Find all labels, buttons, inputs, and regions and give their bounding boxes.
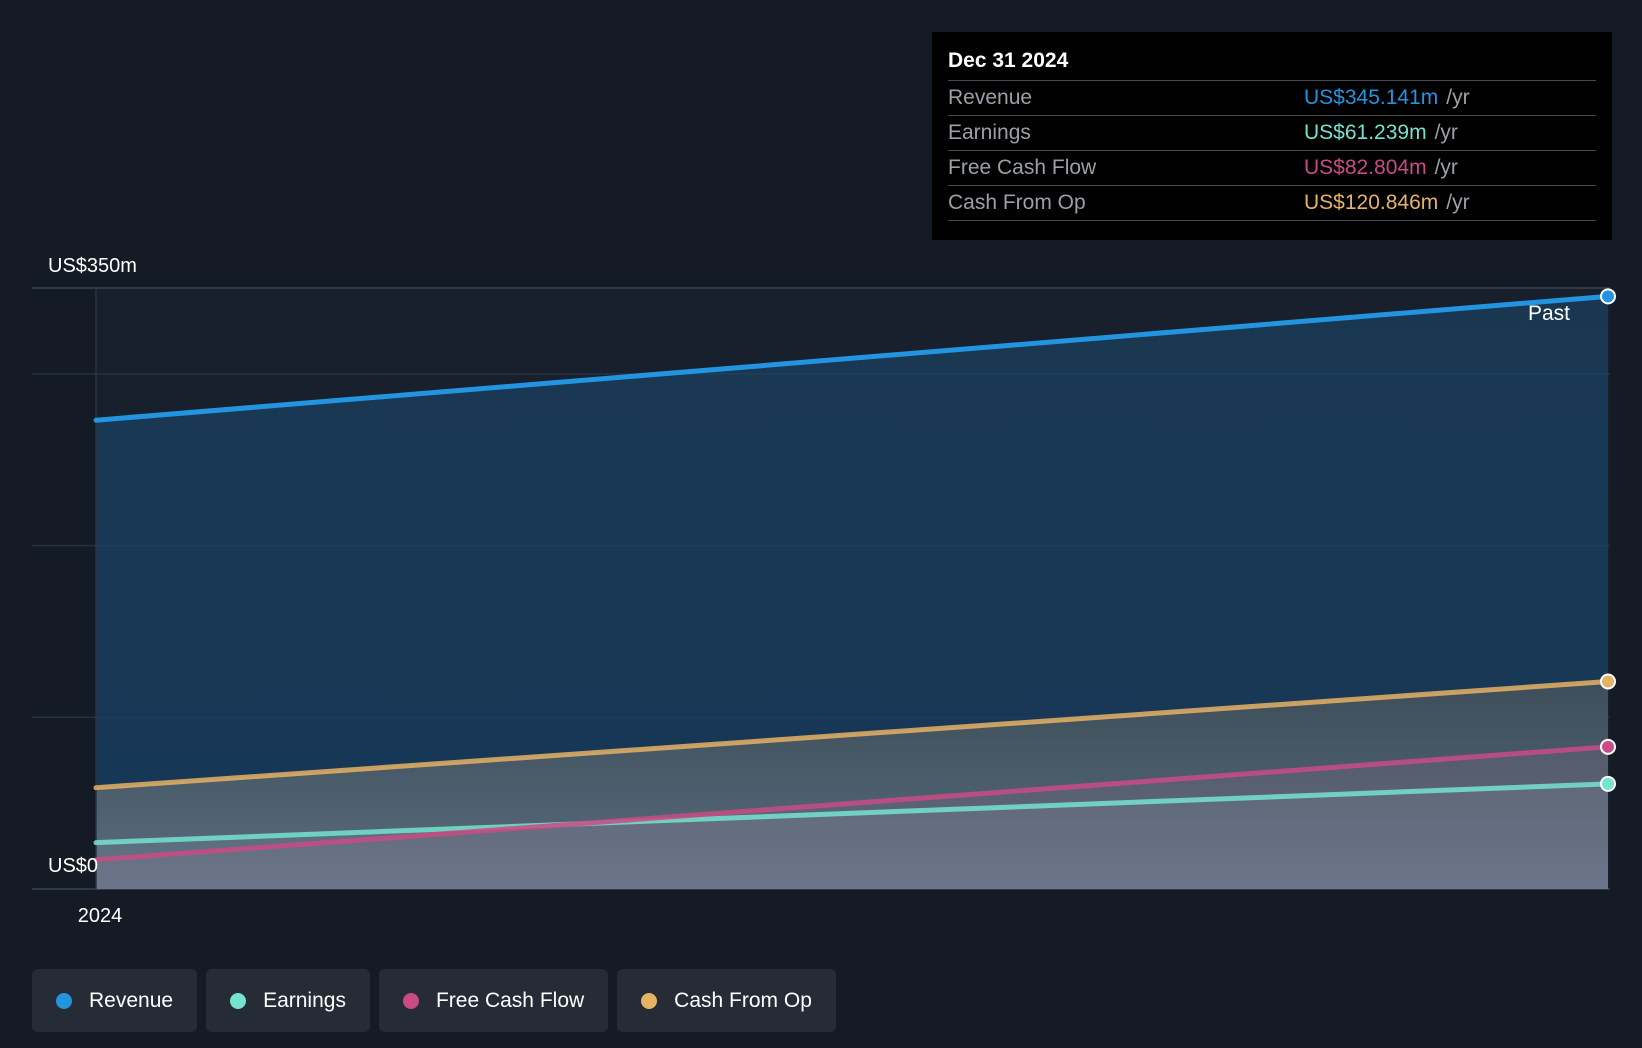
legend-item-revenue[interactable]: Revenue — [32, 969, 198, 1032]
tooltip-label: Free Cash Flow — [948, 156, 1097, 179]
tooltip-value: US$61.239m — [1304, 121, 1427, 144]
earnings-area — [96, 783, 1608, 889]
legend-label: Cash From Op — [674, 988, 812, 1012]
legend: Revenue Earnings Free Cash Flow Cash Fro… — [32, 969, 836, 1032]
tooltip-value: US$120.846m — [1304, 191, 1439, 214]
legend-label: Earnings — [263, 988, 346, 1012]
y-tick-label-zero: US$0 — [48, 855, 98, 877]
legend-item-earnings[interactable]: Earnings — [206, 969, 370, 1032]
series-areas — [96, 296, 1608, 889]
cfo-end-point[interactable] — [1600, 673, 1616, 690]
tooltip-value: US$82.804m — [1304, 156, 1427, 179]
legend-item-cash-from-op[interactable]: Cash From Op — [617, 969, 836, 1032]
revenue-end-point[interactable] — [1600, 288, 1616, 305]
tooltip-date: Dec 31 2024 — [948, 46, 1596, 81]
tooltip-value: US$345.141m — [1304, 86, 1439, 109]
cash-from-op-dot-icon — [641, 992, 658, 1009]
fcf-line — [93, 744, 1611, 863]
tooltip-unit: /yr — [1434, 121, 1458, 144]
tooltip: Dec 31 2024 Revenue US$345.141m /yr Earn… — [932, 32, 1612, 240]
revenue-line — [93, 293, 1611, 423]
cfo-line — [93, 678, 1611, 791]
tooltip-row-free-cash-flow: Free Cash Flow US$82.804m /yr — [948, 151, 1596, 186]
free-cash-flow-dot-icon — [402, 992, 419, 1009]
series-end-points — [1600, 288, 1616, 792]
legend-label: Revenue — [89, 988, 174, 1012]
x-tick-label-2024: 2024 — [78, 905, 123, 927]
tooltip-unit: /yr — [1434, 156, 1458, 179]
tooltip-row-revenue: Revenue US$345.141m /yr — [948, 81, 1596, 116]
fcf-area — [96, 746, 1608, 889]
tooltip-label: Cash From Op — [948, 191, 1086, 214]
earnings-line — [93, 781, 1611, 846]
earnings-end-point[interactable] — [1600, 775, 1616, 792]
tooltip-label: Earnings — [948, 121, 1031, 144]
legend-label: Free Cash Flow — [435, 988, 585, 1012]
tooltip-unit: /yr — [1446, 86, 1470, 109]
cfo-area — [96, 681, 1608, 889]
past-region-label: Past — [1528, 302, 1570, 325]
legend-item-free-cash-flow[interactable]: Free Cash Flow — [378, 969, 609, 1032]
tooltip-unit: /yr — [1446, 191, 1470, 214]
revenue-dot-icon — [56, 992, 72, 1009]
earnings-dot-icon — [230, 992, 247, 1009]
fcf-end-point[interactable] — [1600, 738, 1616, 755]
tooltip-label: Revenue — [948, 86, 1033, 109]
tooltip-row-earnings: Earnings US$61.239m /yr — [948, 116, 1596, 151]
y-tick-label-max: US$350m — [48, 255, 137, 277]
tooltip-row-cash-from-op: Cash From Op US$120.846m /yr — [948, 186, 1596, 221]
series-lines — [93, 293, 1611, 863]
